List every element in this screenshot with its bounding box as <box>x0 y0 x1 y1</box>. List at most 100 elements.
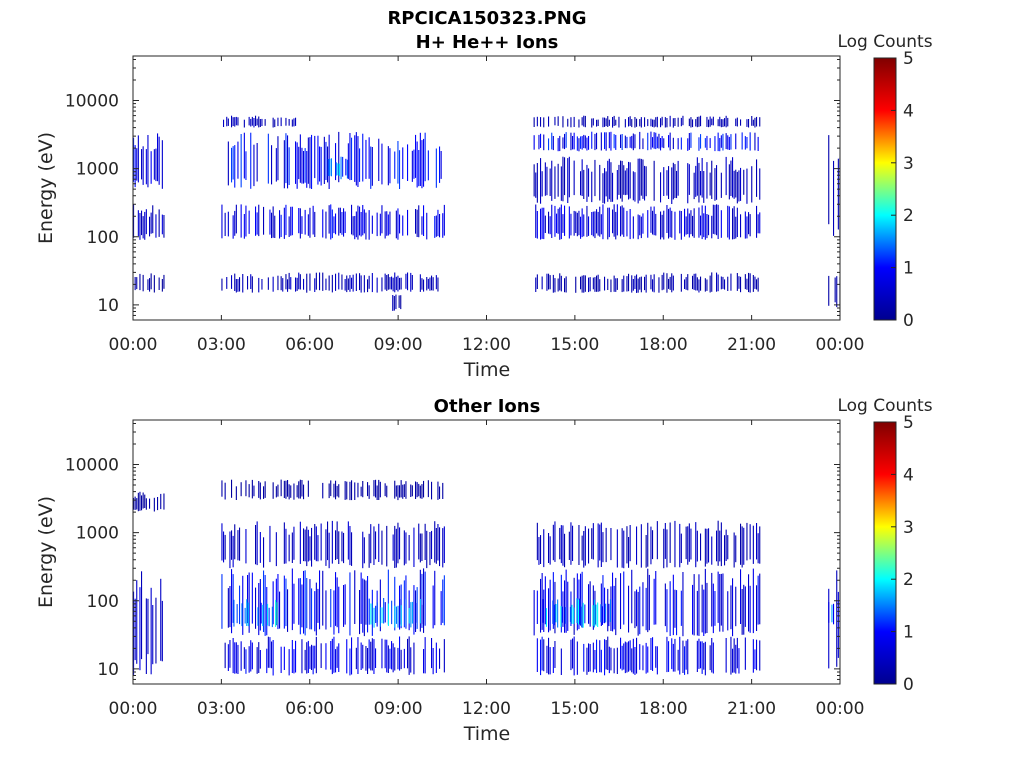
x-tick-label: 03:00 <box>197 699 246 719</box>
heatmap-cell <box>557 278 559 292</box>
heatmap-cell <box>695 119 697 127</box>
heatmap-cell <box>685 640 687 670</box>
heatmap-cell <box>628 117 630 127</box>
heatmap-cell <box>235 279 237 293</box>
heatmap-cell <box>431 638 433 669</box>
heatmap-cell <box>744 637 746 670</box>
heatmap-cell <box>328 483 330 499</box>
heatmap-cell <box>663 528 665 569</box>
heatmap-cell <box>736 207 738 237</box>
heatmap-cell <box>543 207 545 240</box>
heatmap-cell <box>251 116 253 126</box>
heatmap-cell <box>714 591 716 626</box>
heatmap-cell <box>626 276 628 292</box>
heatmap-cell <box>687 138 689 151</box>
heatmap-cell <box>296 277 298 291</box>
heatmap-cell <box>423 649 425 674</box>
heatmap-cell <box>647 210 649 238</box>
heatmap-cell <box>573 636 575 676</box>
heatmap-cell <box>604 276 606 291</box>
heatmap-cell <box>291 532 293 563</box>
heatmap-cell <box>290 485 292 498</box>
heatmap-cell <box>304 209 306 235</box>
heatmap-cell <box>432 277 434 291</box>
heatmap-cell <box>293 483 295 500</box>
heatmap-cell <box>552 274 554 293</box>
heatmap-cell <box>573 577 575 635</box>
heatmap-cell <box>349 572 351 636</box>
heatmap-cell <box>578 525 580 565</box>
heatmap-cell <box>650 206 652 233</box>
axes: 00:00 03:00 06:00 09:00 12:00 15:00 18:00 21:00… <box>65 56 865 355</box>
colorbar-tick-label: 0 <box>903 311 914 331</box>
heatmap-cell <box>709 645 711 671</box>
x-tick-label: 00:00 <box>816 699 865 719</box>
heatmap-cell <box>309 137 311 189</box>
heatmap-cell <box>405 273 407 289</box>
heatmap-cell <box>150 273 152 290</box>
heatmap-cell <box>703 213 705 238</box>
heatmap-cell <box>357 205 359 240</box>
heatmap-cell <box>221 278 223 291</box>
heatmap-cell <box>700 215 702 236</box>
heatmap-cell <box>301 584 303 628</box>
colorbar-gradient <box>873 57 897 321</box>
heatmap-cell <box>336 646 338 668</box>
heatmap-cell <box>557 599 559 628</box>
heatmap-cell <box>687 639 689 675</box>
panel-title: H+ He++ Ions <box>416 32 559 53</box>
heatmap-cell <box>301 147 303 184</box>
heatmap-cell <box>251 572 253 624</box>
heatmap-cell <box>392 295 394 311</box>
heatmap-cell <box>624 135 626 149</box>
heatmap-cell <box>407 638 409 669</box>
heatmap-cell <box>306 151 308 188</box>
heatmap-cell <box>735 118 737 127</box>
heatmap-cell <box>752 119 754 126</box>
heatmap-cell <box>549 536 551 565</box>
heatmap-cell <box>234 210 236 236</box>
heatmap-cell <box>583 115 585 127</box>
heatmap-cell <box>600 522 602 567</box>
heatmap-cell <box>232 638 234 674</box>
heatmap-cell <box>543 134 545 151</box>
heatmap-cell <box>572 525 574 561</box>
heatmap-cell <box>666 636 668 673</box>
heatmap-cell <box>624 641 626 674</box>
colorbar-tick-label: 4 <box>903 465 914 485</box>
heatmap-cell <box>311 644 313 670</box>
heatmap-cell <box>384 273 386 290</box>
heatmap-cell <box>253 118 255 128</box>
heatmap-cell <box>581 535 583 561</box>
heatmap-cell <box>533 590 535 636</box>
heatmap-cell <box>333 483 335 498</box>
heatmap-cell <box>397 275 399 292</box>
heatmap-cell <box>645 642 647 674</box>
heatmap-cell <box>626 136 628 149</box>
heatmap-cell <box>735 586 737 627</box>
heatmap-cell <box>557 116 559 126</box>
heatmap-cell <box>634 647 636 675</box>
heatmap-cell <box>331 274 333 293</box>
heatmap-cell <box>419 533 421 563</box>
heatmap-cell <box>684 208 686 237</box>
heatmap-cell <box>244 607 246 624</box>
heatmap-cell <box>696 116 698 128</box>
heatmap-cell <box>405 599 407 626</box>
heatmap-cell <box>322 272 324 291</box>
heatmap-cell <box>540 578 542 633</box>
heatmap-cell <box>690 132 692 148</box>
heatmap-cell <box>335 649 337 673</box>
heatmap-cell <box>656 136 658 149</box>
heatmap-cell <box>696 277 698 291</box>
heatmap-cell <box>237 644 239 674</box>
heatmap-cell <box>339 207 341 234</box>
heatmap-cell <box>237 530 239 561</box>
heatmap-cell <box>714 136 716 152</box>
heatmap-cell <box>621 134 623 150</box>
heatmap-cell <box>381 530 383 565</box>
heatmap-cell <box>752 275 754 292</box>
heatmap-cell <box>640 117 642 128</box>
heatmap-cell <box>637 278 639 293</box>
heatmap-cell <box>276 602 278 625</box>
